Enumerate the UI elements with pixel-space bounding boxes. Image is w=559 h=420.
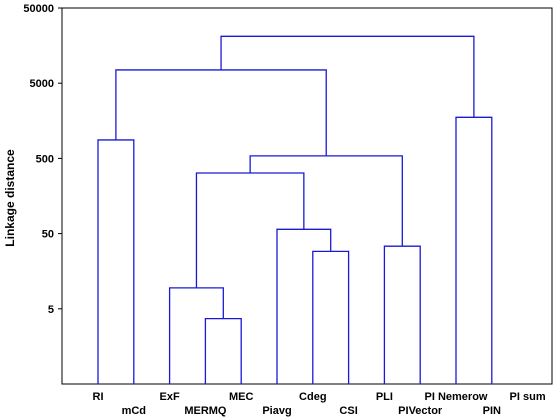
dendrogram-link	[115, 69, 327, 156]
leaf-label: RI	[93, 391, 104, 403]
y-axis-ticks: 5 50 500 5000 50000	[23, 3, 62, 316]
leaf-label: Piavg	[262, 405, 291, 417]
leaf-label: Cdeg	[299, 391, 327, 403]
dendrogram-link	[455, 116, 493, 384]
dendrogram-link	[168, 287, 224, 384]
leaf-label: PI sum	[510, 391, 546, 403]
y-tick-label: 500	[36, 153, 54, 165]
plot-frame	[61, 7, 553, 385]
dendrogram-link	[97, 139, 135, 384]
y-tick-label: 5	[48, 304, 54, 316]
y-tick-label: 50000	[23, 3, 54, 15]
leaf-label: PLI	[376, 391, 393, 403]
dendrogram-link	[383, 245, 421, 384]
leaf-label: MERMQ	[184, 405, 227, 417]
leaf-label: CSI	[339, 405, 357, 417]
leaf-label: PIVector	[398, 405, 443, 417]
dendrogram-link	[312, 250, 350, 384]
axes	[61, 7, 553, 385]
y-tick-label: 5000	[30, 78, 54, 90]
leaf-label: ExF	[160, 391, 180, 403]
y-axis-label: Linkage distance	[3, 149, 17, 247]
dendrogram-links	[97, 35, 493, 384]
y-tick-label: 50	[42, 229, 54, 241]
leaf-label: PI Nemerow	[425, 391, 488, 403]
leaf-label: PIN	[483, 405, 501, 417]
dendrogram-link	[249, 155, 403, 247]
dendrogram-link	[276, 228, 332, 384]
leaf-label: mCd	[122, 405, 146, 417]
dendrogram-link	[195, 172, 305, 288]
dendrogram-link	[204, 317, 242, 384]
dendrogram-link	[220, 35, 475, 118]
leaf-label: MEC	[229, 391, 254, 403]
